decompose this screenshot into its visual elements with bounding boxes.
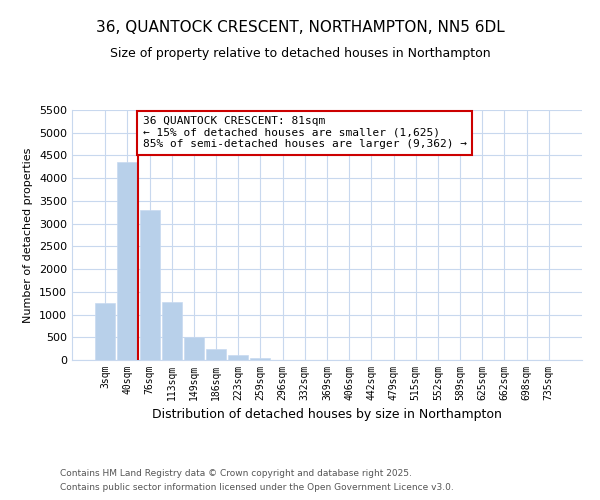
- Bar: [140, 210, 160, 360]
- Bar: [206, 348, 226, 360]
- Text: Contains HM Land Registry data © Crown copyright and database right 2025.: Contains HM Land Registry data © Crown c…: [60, 468, 412, 477]
- Bar: [250, 358, 271, 360]
- Bar: [228, 356, 248, 360]
- Text: 36, QUANTOCK CRESCENT, NORTHAMPTON, NN5 6DL: 36, QUANTOCK CRESCENT, NORTHAMPTON, NN5 …: [95, 20, 505, 35]
- Bar: [184, 338, 204, 360]
- Text: Contains public sector information licensed under the Open Government Licence v3: Contains public sector information licen…: [60, 484, 454, 492]
- X-axis label: Distribution of detached houses by size in Northampton: Distribution of detached houses by size …: [152, 408, 502, 422]
- Y-axis label: Number of detached properties: Number of detached properties: [23, 148, 34, 322]
- Bar: [118, 162, 137, 360]
- Text: 36 QUANTOCK CRESCENT: 81sqm
← 15% of detached houses are smaller (1,625)
85% of : 36 QUANTOCK CRESCENT: 81sqm ← 15% of det…: [143, 116, 467, 150]
- Bar: [95, 302, 115, 360]
- Text: Size of property relative to detached houses in Northampton: Size of property relative to detached ho…: [110, 48, 490, 60]
- Bar: [162, 302, 182, 360]
